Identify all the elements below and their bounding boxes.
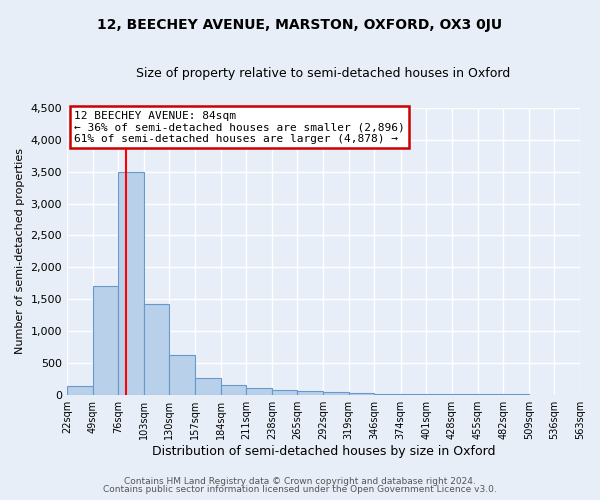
Bar: [169, 355, 195, 395]
X-axis label: Distribution of semi-detached houses by size in Oxford: Distribution of semi-detached houses by …: [152, 444, 495, 458]
Bar: [349, 393, 374, 394]
Title: Size of property relative to semi-detached houses in Oxford: Size of property relative to semi-detach…: [136, 68, 511, 80]
Bar: [195, 378, 221, 394]
Bar: [144, 304, 169, 394]
Text: 12 BEECHEY AVENUE: 84sqm
← 36% of semi-detached houses are smaller (2,896)
61% o: 12 BEECHEY AVENUE: 84sqm ← 36% of semi-d…: [74, 111, 405, 144]
Bar: [92, 286, 118, 395]
Bar: [246, 388, 272, 394]
Text: 12, BEECHEY AVENUE, MARSTON, OXFORD, OX3 0JU: 12, BEECHEY AVENUE, MARSTON, OXFORD, OX3…: [97, 18, 503, 32]
Bar: [118, 172, 144, 394]
Y-axis label: Number of semi-detached properties: Number of semi-detached properties: [15, 148, 25, 354]
Text: Contains HM Land Registry data © Crown copyright and database right 2024.: Contains HM Land Registry data © Crown c…: [124, 477, 476, 486]
Bar: [298, 391, 323, 394]
Bar: [67, 386, 92, 394]
Bar: [272, 390, 298, 394]
Bar: [323, 392, 349, 394]
Text: Contains public sector information licensed under the Open Government Licence v3: Contains public sector information licen…: [103, 485, 497, 494]
Bar: [221, 385, 246, 394]
